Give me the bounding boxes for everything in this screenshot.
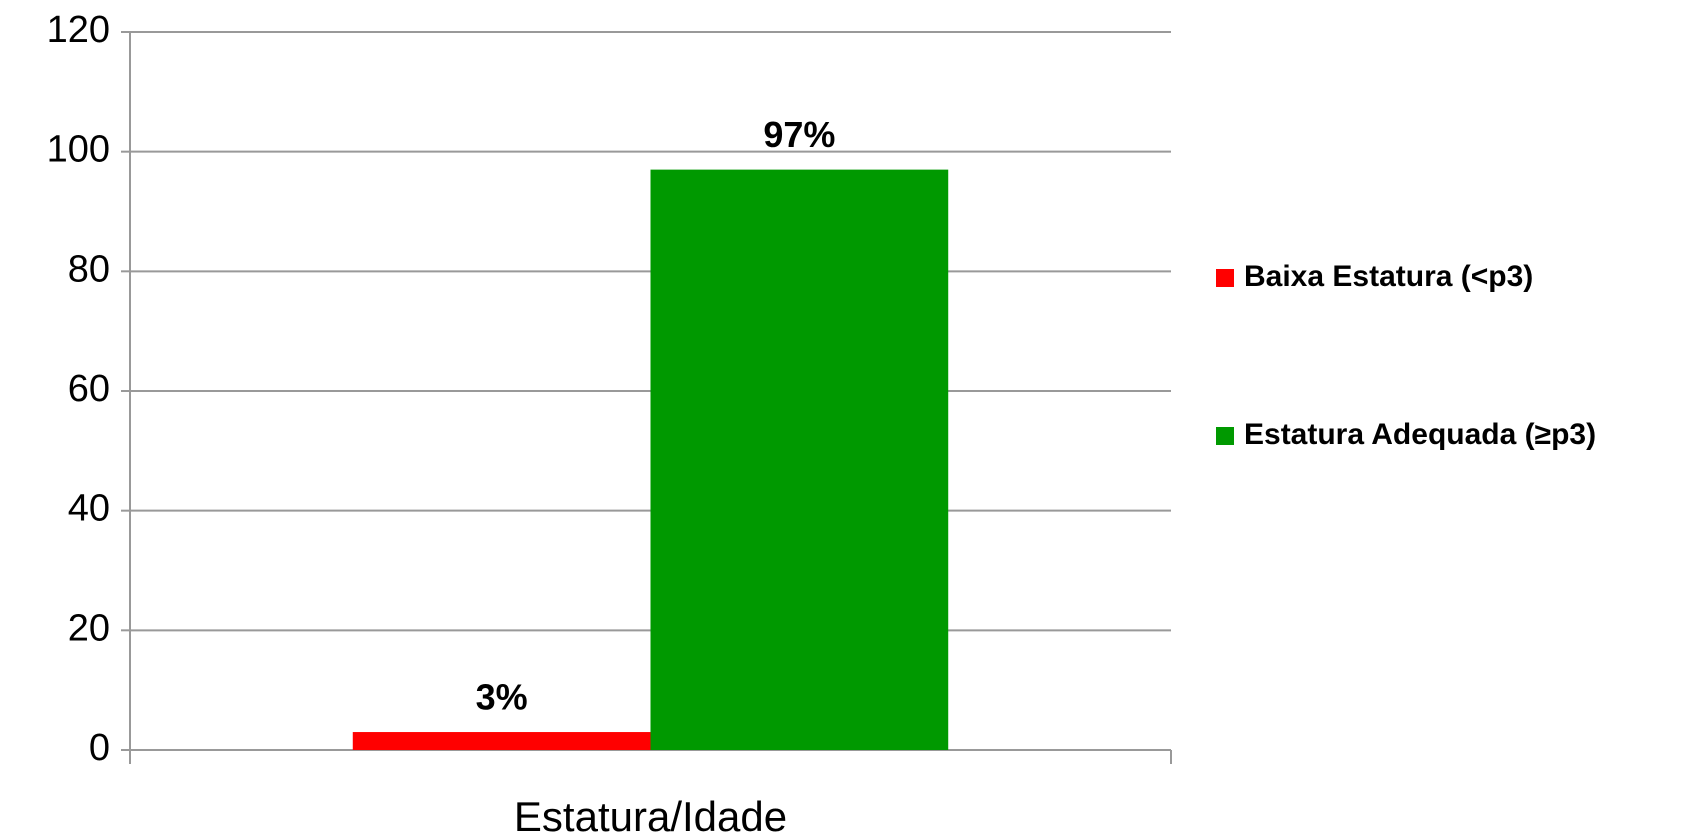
legend-label: Baixa Estatura (<p3) xyxy=(1244,260,1533,293)
y-tick-label: 120 xyxy=(47,9,110,51)
legend-swatch xyxy=(1216,269,1234,287)
y-tick-label: 20 xyxy=(68,607,110,649)
legend-label: Estatura Adequada (≥p3) xyxy=(1244,418,1596,451)
y-tick-label: 0 xyxy=(89,727,110,769)
bar xyxy=(650,169,949,750)
bar xyxy=(352,732,651,750)
legend-swatch xyxy=(1216,427,1234,445)
data-label: 3% xyxy=(476,677,528,718)
y-tick-label: 80 xyxy=(68,248,110,290)
x-tick-label: Estatura/Idade xyxy=(514,793,787,838)
y-tick-label: 60 xyxy=(68,368,110,410)
y-tick-label: 100 xyxy=(47,129,110,171)
y-tick-label: 40 xyxy=(68,488,110,530)
data-label: 97% xyxy=(763,114,835,155)
